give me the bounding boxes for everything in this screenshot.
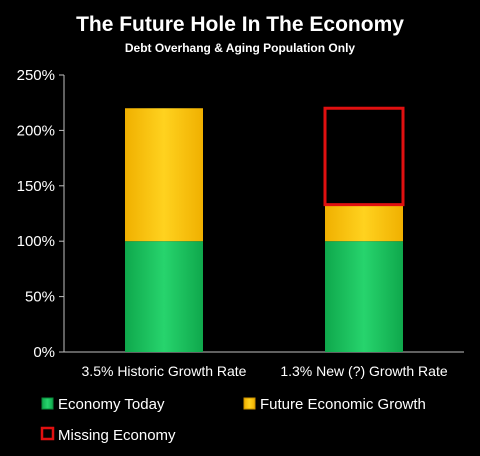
legend-swatch-missing-economy [40,426,55,441]
legend-item-future-growth: Future Economic Growth [243,396,426,413]
bar-economy-today-2 [325,241,403,352]
chart-subtitle: Debt Overhang & Aging Population Only [125,41,356,55]
y-tick-label: 200% [17,122,55,139]
bar-missing-economy-2 [323,106,405,207]
legend-label-missing-economy: Missing Economy [58,427,176,444]
bar-future-growth-1 [125,108,203,242]
legend: Economy Today Future Economic Growth Mis… [40,396,426,444]
category-labels: 3.5% Historic Growth Rate 1.3% New (?) Gr… [82,363,448,379]
bar-economy-today-1 [125,241,203,352]
chart-title: The Future Hole In The Economy [76,13,404,36]
bars-group [125,106,405,352]
y-tick-label: 50% [25,289,55,306]
legend-item-missing-economy: Missing Economy [40,426,176,444]
y-tick-label: 0% [33,344,55,361]
x-category-label: 1.3% New (?) Growth Rate [280,363,447,379]
legend-item-economy-today: Economy Today [41,396,165,413]
legend-swatch-future-growth [243,397,256,410]
y-axis: 0% 50% 100% 150% 200% 250% [17,67,65,361]
y-tick-label: 150% [17,178,55,195]
legend-label-economy-today: Economy Today [58,396,165,413]
legend-swatch-economy-today [41,397,54,410]
y-tick-label: 100% [17,233,55,250]
bar-future-growth-2 [325,204,403,242]
x-category-label: 3.5% Historic Growth Rate [82,363,247,379]
legend-label-future-growth: Future Economic Growth [260,396,426,413]
y-tick-label: 250% [17,67,55,84]
